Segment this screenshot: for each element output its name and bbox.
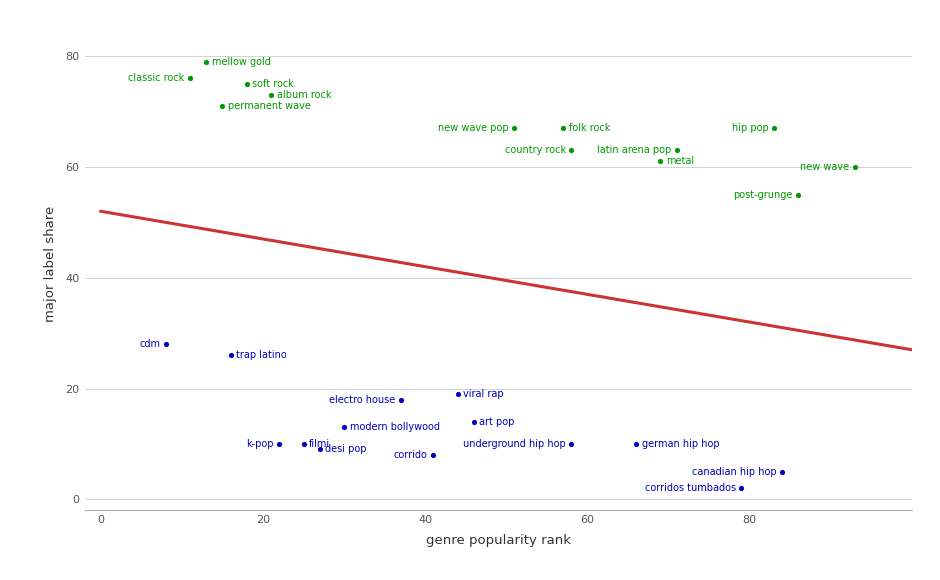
Point bbox=[263, 90, 278, 100]
Text: corrido: corrido bbox=[394, 450, 428, 460]
Text: viral rap: viral rap bbox=[463, 389, 504, 399]
Text: corridos tumbados: corridos tumbados bbox=[645, 483, 736, 493]
Point bbox=[272, 439, 287, 448]
Point bbox=[393, 395, 408, 404]
Text: metal: metal bbox=[666, 157, 694, 166]
Text: desi pop: desi pop bbox=[325, 444, 367, 455]
Point bbox=[848, 162, 863, 172]
Text: electro house: electro house bbox=[329, 394, 396, 405]
Point bbox=[158, 339, 173, 349]
Text: hip pop: hip pop bbox=[731, 123, 768, 133]
Point bbox=[564, 146, 579, 155]
Point bbox=[653, 157, 668, 166]
Text: album rock: album rock bbox=[276, 90, 331, 100]
Text: art pop: art pop bbox=[479, 417, 515, 427]
Text: trap latino: trap latino bbox=[236, 350, 287, 360]
Point bbox=[223, 351, 238, 360]
Text: new wave pop: new wave pop bbox=[438, 123, 509, 133]
Point bbox=[296, 439, 311, 448]
Point bbox=[182, 74, 197, 83]
Text: latin arena pop: latin arena pop bbox=[597, 146, 671, 155]
Point bbox=[775, 467, 790, 476]
Point bbox=[791, 190, 806, 200]
Point bbox=[734, 484, 749, 493]
Text: folk rock: folk rock bbox=[569, 123, 610, 133]
Text: soft rock: soft rock bbox=[252, 79, 294, 89]
Point bbox=[507, 124, 522, 133]
Text: german hip hop: german hip hop bbox=[642, 439, 719, 449]
Text: classic rock: classic rock bbox=[128, 73, 184, 84]
Point bbox=[426, 450, 441, 459]
Text: k-pop: k-pop bbox=[246, 439, 274, 449]
Point bbox=[240, 79, 255, 89]
Text: permanent wave: permanent wave bbox=[228, 101, 311, 111]
Text: country rock: country rock bbox=[505, 146, 566, 155]
Text: post-grunge: post-grunge bbox=[733, 190, 792, 200]
X-axis label: genre popularity rank: genre popularity rank bbox=[426, 534, 571, 546]
Point bbox=[215, 102, 230, 111]
Y-axis label: major label share: major label share bbox=[44, 206, 57, 322]
Text: new wave: new wave bbox=[800, 162, 850, 172]
Point bbox=[556, 124, 571, 133]
Point bbox=[629, 439, 644, 448]
Point bbox=[564, 439, 579, 448]
Text: mellow gold: mellow gold bbox=[212, 57, 271, 67]
Point bbox=[450, 389, 465, 398]
Point bbox=[669, 146, 684, 155]
Text: filmi: filmi bbox=[309, 439, 330, 449]
Point bbox=[766, 124, 781, 133]
Text: canadian hip hop: canadian hip hop bbox=[692, 467, 776, 477]
Point bbox=[466, 417, 481, 426]
Text: cdm: cdm bbox=[139, 339, 160, 349]
Point bbox=[312, 445, 327, 454]
Text: underground hip hop: underground hip hop bbox=[462, 439, 566, 449]
Text: modern bollywood: modern bollywood bbox=[350, 422, 440, 432]
Point bbox=[337, 423, 352, 432]
Point bbox=[198, 57, 213, 66]
